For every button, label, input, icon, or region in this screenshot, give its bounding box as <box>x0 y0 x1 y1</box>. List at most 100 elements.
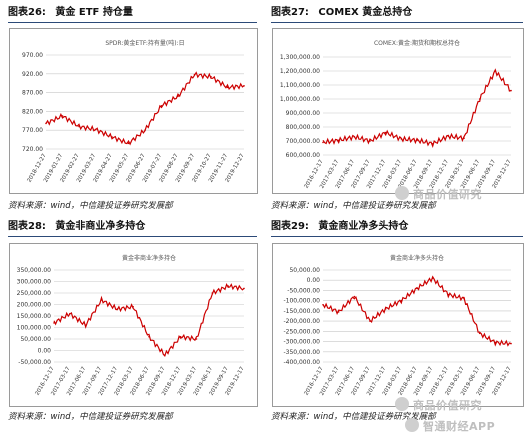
chart-spdr-gold-etf: SPDR:黄金ETF:持有量(吨):日 970.00 920.00 870.00 820… <box>9 28 258 194</box>
figure-28-header-rule <box>8 236 257 237</box>
data-point <box>78 125 80 128</box>
y-tick-label: 50,000.00 <box>20 336 51 343</box>
data-point <box>94 128 97 131</box>
watermark-app: 智通财经APP <box>405 418 495 434</box>
figure-27-header-rule <box>271 22 523 23</box>
chart-2-svg: 黄金非商业净多持仓 350,000.00 300,000.00 250,000.00 2… <box>17 254 246 397</box>
data-point <box>478 98 481 100</box>
figure-26-header-rule <box>8 22 257 23</box>
y-tick-label: 820.00 <box>22 108 43 115</box>
figure-27-title: COMEX 黄金总持仓 <box>318 7 413 18</box>
watermark-app-logo-icon <box>405 418 419 432</box>
data-point <box>322 303 324 306</box>
y-tick-label: 1,200,000.00 <box>280 68 320 75</box>
y-tick-label: 1,300,000.00 <box>280 54 320 61</box>
data-point <box>226 86 229 89</box>
data-point <box>353 136 356 138</box>
data-point <box>369 320 371 322</box>
chart-title: SPDR:黄金ETF:持有量(吨):日 <box>105 39 184 47</box>
watermark-text: 商品价值研究 <box>413 188 482 201</box>
watermark-bottom-right: 商品价值研究 <box>395 397 482 413</box>
figure-26-label: 图表26: <box>8 7 46 18</box>
series-line <box>53 283 245 358</box>
figure-28-title: 黄金非商业净多持仓 <box>55 221 146 232</box>
y-tick-label: 700,000.00 <box>286 138 321 145</box>
data-point <box>160 104 163 107</box>
watermark-top-right: 商品价值研究 <box>395 186 482 202</box>
y-tick-label: -100,000.00 <box>283 298 320 305</box>
y-tick-label: 770.00 <box>22 127 43 134</box>
series-line <box>45 71 245 146</box>
chart-title: 黄金非商业净多持仓 <box>122 254 176 262</box>
y-tick-label: 920.00 <box>22 71 43 78</box>
chart-commercial-net-long: 黄金商业净多头持仓 50,000.00 0.00 -50,000.00 -100,000… <box>272 243 524 407</box>
y-tick-label: 870.00 <box>22 90 43 97</box>
y-tick-label: 1,000,000.00 <box>280 96 320 103</box>
data-point <box>227 285 229 287</box>
figure-26-header: 图表26: 黄金 ETF 持仓量 <box>8 4 133 22</box>
y-tick-label: -400,000.00 <box>283 359 320 366</box>
data-point <box>211 292 214 294</box>
data-point <box>132 306 134 308</box>
chart-0-svg: SPDR:黄金ETF:持有量(吨):日 970.00 920.00 870.00 820… <box>22 39 246 184</box>
watermark-logo-icon <box>395 186 409 200</box>
y-tick-label: 100,000.00 <box>17 325 52 332</box>
data-point <box>431 143 434 145</box>
data-point <box>384 131 387 134</box>
series-line <box>322 275 512 347</box>
figure-28-header: 图表28: 黄金非商业净多持仓 <box>8 218 145 236</box>
chart-noncommercial-net-long: 黄金非商业净多持仓 350,000.00 300,000.00 250,000.00 2… <box>9 243 258 407</box>
data-point <box>193 73 196 76</box>
chart-3-svg: 黄金商业净多头持仓 50,000.00 0.00 -50,000.00 -100,000… <box>283 254 513 397</box>
data-point <box>148 335 150 338</box>
data-point <box>463 297 465 300</box>
data-point <box>384 308 387 310</box>
data-point <box>447 293 450 296</box>
data-point <box>494 341 497 344</box>
y-tick-label: 900,000.00 <box>286 110 321 117</box>
figure-29-header: 图表29: 黄金商业净多头持仓 <box>271 218 408 236</box>
data-point <box>69 312 71 315</box>
y-tick-label: -250,000.00 <box>283 328 320 335</box>
source-note-fig26: 资料来源：wind，中信建投证券研究发展部 <box>8 201 173 211</box>
y-tick-label: -300,000.00 <box>283 339 320 346</box>
y-tick-label: 720.00 <box>22 146 43 153</box>
y-tick-label: 150,000.00 <box>17 313 52 320</box>
figure-27-label: 图表27: <box>271 7 309 18</box>
y-tick-label: -350,000.00 <box>283 349 320 356</box>
source-note-fig29: 资料来源：wind，中信建投证券研究发展部 <box>271 412 436 422</box>
y-tick-label: -200,000.00 <box>283 318 320 325</box>
y-tick-label: 800,000.00 <box>286 124 321 131</box>
data-point <box>431 277 434 279</box>
figure-29-title: 黄金商业净多头持仓 <box>318 221 409 232</box>
data-point <box>416 287 418 290</box>
y-tick-label: 250,000.00 <box>17 290 52 297</box>
y-tick-label: 970.00 <box>22 52 43 59</box>
y-tick-label: -50,000.00 <box>18 359 51 366</box>
data-point <box>337 311 340 313</box>
data-point <box>322 141 324 144</box>
data-point <box>478 332 481 335</box>
data-point <box>127 142 130 145</box>
chart-title: COMEX:黄金:期货和期权总持仓 <box>374 39 460 47</box>
data-point <box>100 299 103 301</box>
data-point <box>510 342 512 345</box>
data-point <box>510 89 512 92</box>
data-point <box>400 138 403 140</box>
data-point <box>337 139 340 142</box>
figure-29-header-rule <box>271 236 523 237</box>
chart-comex-gold-open-interest: COMEX:黄金:期货和期权总持仓 1,300,000.00 1,200,000.0… <box>272 28 524 194</box>
source-note-fig28: 资料来源：wind，中信建投证券研究发展部 <box>8 412 173 422</box>
y-tick-label: 0.00 <box>38 348 52 355</box>
watermark-text: 商品价值研究 <box>413 399 482 412</box>
source-note-fig27: 资料来源：wind，中信建投证券研究发展部 <box>271 201 436 211</box>
data-point <box>494 70 497 72</box>
y-tick-label: 0.00 <box>307 277 321 284</box>
data-point <box>179 335 182 338</box>
y-tick-label: -50,000.00 <box>287 287 320 294</box>
data-point <box>463 137 465 139</box>
data-point <box>416 139 418 142</box>
data-point <box>243 287 245 290</box>
data-point <box>116 308 119 310</box>
y-tick-label: 300,000.00 <box>17 279 52 286</box>
